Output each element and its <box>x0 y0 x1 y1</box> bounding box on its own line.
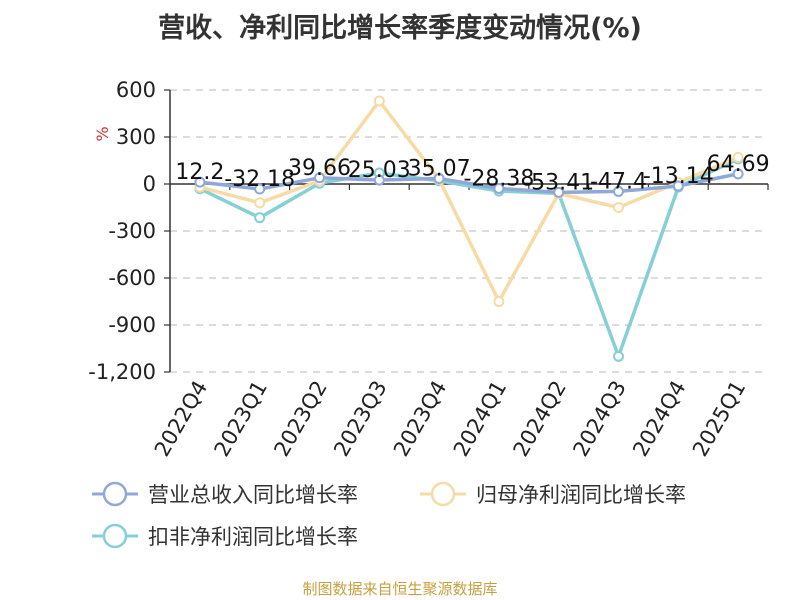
legend-label: 扣非净利润同比增长率 <box>148 525 358 549</box>
x-tick-label: 2023Q3 <box>329 377 391 461</box>
x-tick-label: 2023Q4 <box>389 376 451 460</box>
data-label: 35.07 <box>408 157 471 182</box>
series-line-1 <box>199 172 739 195</box>
x-tick-label: 2025Q1 <box>688 377 750 461</box>
y-tick-label: 0 <box>143 172 156 196</box>
data-point <box>194 176 206 188</box>
y-tick-label: -1,200 <box>88 360 156 384</box>
data-label: 39.66 <box>288 156 351 181</box>
grid-lines <box>170 89 768 373</box>
data-point <box>254 212 266 224</box>
data-label: 64.69 <box>707 152 770 177</box>
legend-swatch-marker <box>430 481 456 507</box>
x-tick-label: 2024Q3 <box>568 377 630 461</box>
data-point <box>254 197 266 209</box>
data-label: -53.41 <box>523 170 594 195</box>
data-point <box>613 202 624 213</box>
data-point <box>493 182 505 194</box>
data-point <box>553 186 565 198</box>
data-point <box>373 174 385 186</box>
x-tick-label: 2022Q4 <box>150 377 212 461</box>
y-tick-label: -300 <box>108 219 156 243</box>
data-point <box>314 172 325 184</box>
y-tick-label: 600 <box>116 78 156 102</box>
data-point <box>613 350 624 362</box>
data-point <box>433 173 445 185</box>
data-label: -13.14 <box>643 164 714 189</box>
data-label: -32.18 <box>224 167 295 192</box>
x-tick-label: 2024Q2 <box>509 377 571 461</box>
data-point <box>732 168 744 180</box>
data-point <box>732 151 744 163</box>
series-line-3 <box>199 157 739 359</box>
legend-label: 营业总收入同比增长率 <box>148 483 358 507</box>
y-tick-label: -900 <box>108 313 156 337</box>
x-tick-label: 2023Q2 <box>269 377 331 461</box>
data-point <box>493 296 505 307</box>
data-label: 12.2 <box>175 160 224 185</box>
data-point <box>613 185 624 197</box>
y-unit-label: % <box>93 126 112 141</box>
x-tick-label: 2024Q1 <box>449 377 511 461</box>
y-tick-label: -600 <box>108 266 156 290</box>
source-note: 制图数据来自恒生聚源数据库 <box>302 580 498 598</box>
data-label: -47.4 <box>590 169 647 194</box>
data-label: -28.38 <box>463 166 534 191</box>
legend-label: 归母净利润同比增长率 <box>476 483 686 507</box>
data-point <box>373 95 385 107</box>
y-tick-label: 300 <box>116 125 156 149</box>
data-labels: 12.2 -32.1839.6625.0335.07-28.38-53.41-47… <box>175 152 769 196</box>
legend-swatch-marker <box>102 523 128 549</box>
x-tick-label: 2024Q4 <box>628 377 690 461</box>
data-label: 25.03 <box>348 158 411 183</box>
axes: 6003000-300-600-900-1,2002022Q42023Q1202… <box>88 78 769 461</box>
series-group <box>194 95 744 362</box>
series-line-2 <box>199 99 739 304</box>
chart-title: 营收、净利同比增长率季度变动情况(%) <box>158 13 642 44</box>
data-point <box>672 180 684 192</box>
x-tick-label: 2023Q1 <box>210 377 272 461</box>
legend-swatch-marker <box>102 481 128 507</box>
data-point <box>254 183 266 195</box>
